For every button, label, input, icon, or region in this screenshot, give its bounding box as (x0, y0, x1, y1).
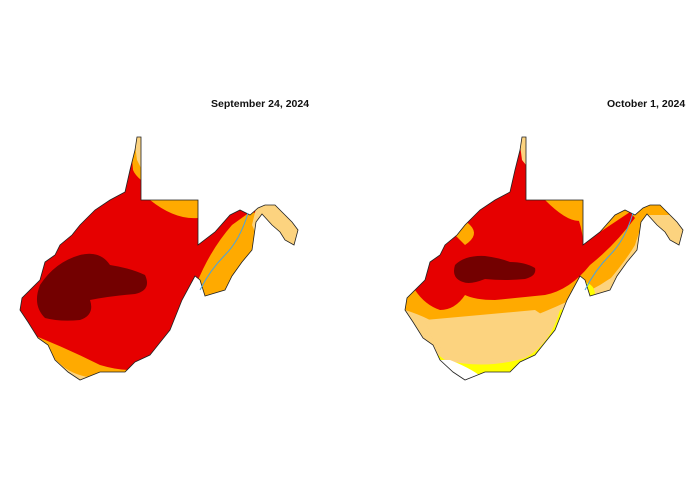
map-title-oct1: October 1, 2024 (607, 98, 686, 110)
d1-area-south-inner (425, 310, 550, 359)
d4-area (36, 253, 148, 321)
d2-area-north (150, 200, 198, 219)
d1-area-east (248, 200, 298, 270)
river-sep24 (199, 212, 249, 291)
d2-area-northeast (545, 200, 583, 221)
d4-area (454, 255, 536, 283)
map-title-sep24: September 24, 2024 (211, 98, 310, 110)
river-oct1 (584, 212, 634, 291)
